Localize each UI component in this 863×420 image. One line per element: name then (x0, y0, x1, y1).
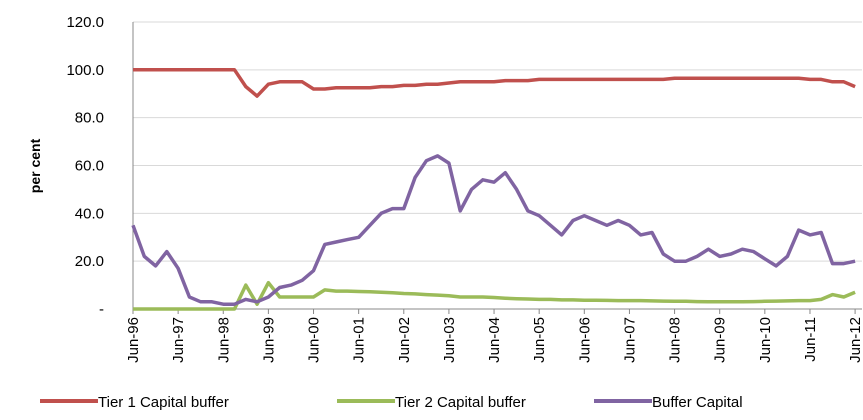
x-tick-label: Jun-02 (396, 317, 413, 363)
x-tick-label: Jun-04 (486, 317, 503, 363)
y-tick-label: 120.0 (66, 14, 104, 31)
y-tick-label: 100.0 (66, 62, 104, 79)
x-tick-label: Jun-12 (847, 317, 863, 363)
y-axis-label: per cent (27, 138, 43, 193)
x-tick-label: Jun-06 (576, 317, 593, 363)
x-tick-label: Jun-01 (351, 317, 368, 363)
legend-label: Tier 1 Capital buffer (98, 394, 229, 411)
x-tick-label: Jun-09 (712, 317, 729, 363)
x-tick-label: Jun-08 (667, 317, 684, 363)
x-tick-label: Jun-07 (621, 317, 638, 363)
x-tick-label: Jun-03 (441, 317, 458, 363)
x-tick-label: Jun-97 (170, 317, 187, 363)
x-tick-label: Jun-05 (531, 317, 548, 363)
x-tick-label: Jun-98 (215, 317, 232, 363)
series-line (131, 154, 856, 306)
y-tick-label: 20.0 (75, 253, 104, 270)
x-tick-label: Jun-00 (306, 317, 323, 363)
x-tick-label: Jun-99 (260, 317, 277, 363)
y-tick-label: - (99, 301, 104, 318)
x-tick-label: Jun-96 (125, 317, 142, 363)
x-tick-label: Jun-11 (802, 317, 819, 362)
y-tick-label: 40.0 (75, 205, 104, 222)
y-tick-label: 80.0 (75, 110, 104, 127)
y-tick-label: 60.0 (75, 158, 104, 175)
x-tick-label: Jun-10 (757, 317, 774, 363)
series-line (133, 68, 856, 98)
legend-label: Tier 2 Capital buffer (395, 394, 526, 411)
series-line (133, 280, 856, 311)
legend-label: Buffer Capital (652, 394, 743, 411)
